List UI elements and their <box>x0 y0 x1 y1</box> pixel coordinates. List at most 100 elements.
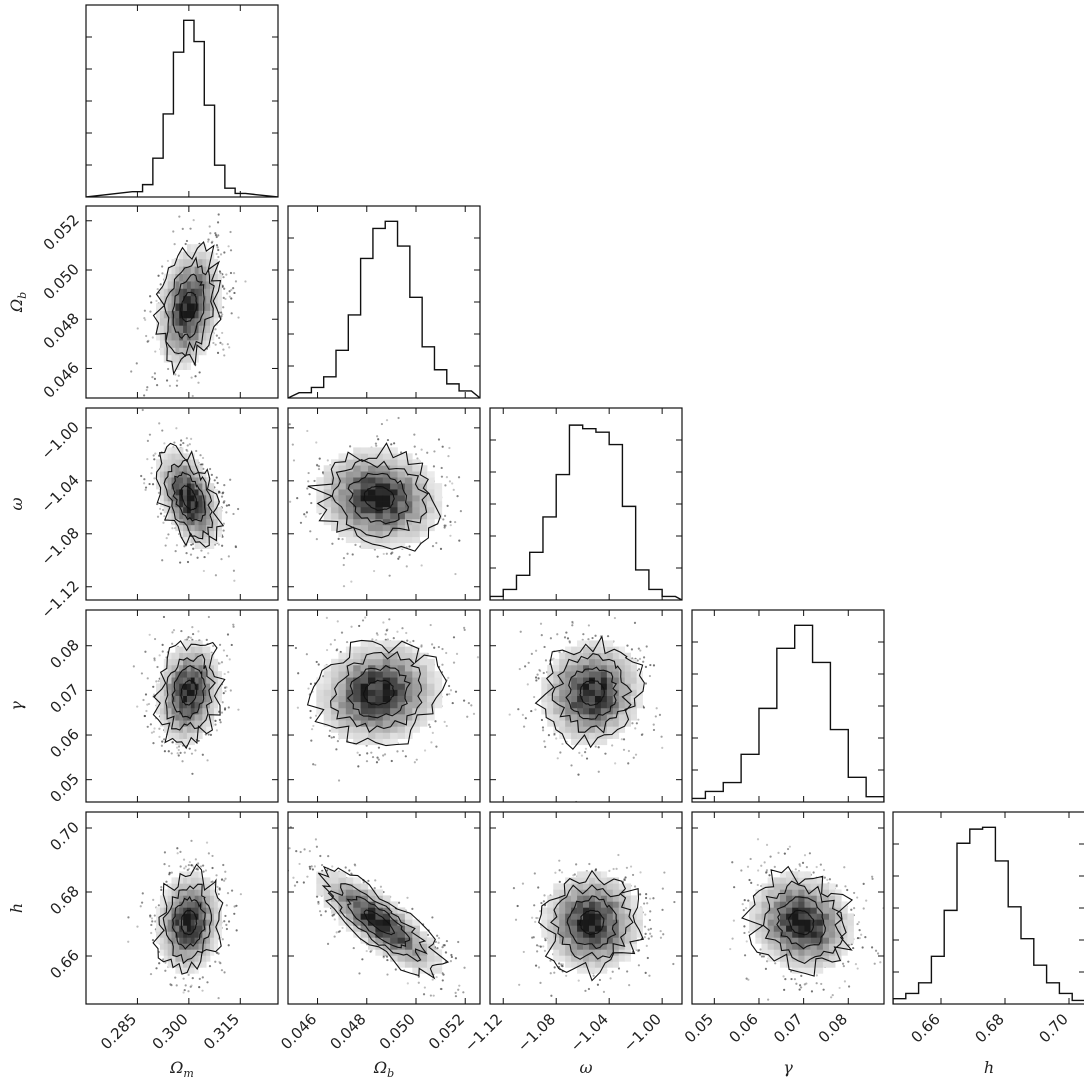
sample-point <box>783 852 786 855</box>
sample-point <box>617 967 621 970</box>
density-cell <box>186 877 192 884</box>
panel-frame <box>85 811 279 1005</box>
density-cell <box>163 671 168 678</box>
density-cell <box>600 738 608 746</box>
y-tick-label: 0.07 <box>46 680 82 716</box>
density-cell <box>206 310 211 319</box>
sample-point <box>187 863 190 867</box>
sample-point <box>326 942 330 945</box>
sample-point <box>554 871 557 874</box>
density-cell <box>390 937 398 944</box>
sample-point <box>760 955 764 958</box>
density-cell <box>210 931 215 938</box>
density-cell <box>206 895 211 902</box>
density-cell <box>360 530 369 538</box>
density-cell <box>206 726 211 733</box>
density-cell <box>323 501 332 508</box>
sample-point <box>150 466 153 469</box>
density-cell <box>773 931 781 938</box>
density-cell <box>810 949 818 956</box>
density-g-om <box>156 640 222 746</box>
density-cell <box>375 726 384 733</box>
sample-point <box>534 708 537 711</box>
density-cell <box>167 512 172 520</box>
density-cell <box>316 883 324 890</box>
density-cell <box>167 949 172 956</box>
sample-point <box>144 650 147 653</box>
sample-point <box>810 990 814 993</box>
density-cell <box>847 931 854 938</box>
density-cell <box>179 720 184 727</box>
density-cell <box>316 701 324 709</box>
density-cell <box>588 738 596 746</box>
density-cell <box>547 943 554 950</box>
density-cell <box>612 895 620 902</box>
density-cell <box>206 689 211 696</box>
sample-point <box>454 520 457 524</box>
density-cell <box>206 536 211 544</box>
density-cell <box>404 695 413 703</box>
density-cell <box>397 658 406 666</box>
sample-point <box>747 899 750 902</box>
density-cell <box>390 477 398 484</box>
density-cell <box>565 701 572 709</box>
density-cell <box>612 671 620 678</box>
density-cell <box>612 901 620 908</box>
density-cell <box>547 907 554 914</box>
density-cell <box>202 483 207 490</box>
density-cell <box>553 943 560 950</box>
sample-point <box>194 749 197 752</box>
density-cell <box>175 913 180 920</box>
density-cell <box>323 512 332 520</box>
sample-point <box>436 946 439 950</box>
density-cell <box>210 310 215 319</box>
density-cell <box>175 732 180 739</box>
sample-point <box>188 860 191 864</box>
sample-point <box>181 227 184 230</box>
sample-point <box>644 971 647 974</box>
density-cell <box>198 332 203 341</box>
density-cell <box>816 919 824 926</box>
density-cell <box>588 664 596 672</box>
sample-point <box>382 621 385 624</box>
density-cell <box>183 325 188 334</box>
sample-point <box>180 439 183 442</box>
sample-point <box>647 928 650 931</box>
sample-point <box>304 515 307 518</box>
density-cell <box>175 652 180 660</box>
density-cell <box>213 677 219 684</box>
density-cell <box>360 483 369 490</box>
density-cell <box>419 512 428 520</box>
sample-point <box>191 394 194 398</box>
sample-point <box>606 635 610 638</box>
density-cell <box>412 652 420 660</box>
sample-point <box>162 508 165 511</box>
density-cell <box>183 683 188 690</box>
density-cell <box>186 955 192 962</box>
density-cell <box>206 281 211 289</box>
sample-point <box>654 715 657 718</box>
density-cell <box>163 303 168 311</box>
sample-point <box>620 738 623 741</box>
density-cell <box>175 310 180 319</box>
sample-point <box>512 887 516 890</box>
sample-point <box>385 629 388 632</box>
density-cell <box>186 524 192 532</box>
sample-point <box>543 645 546 649</box>
sample-point <box>406 896 409 899</box>
density-cell <box>338 732 347 739</box>
density-cell <box>194 695 199 703</box>
y-tick-label: 0.048 <box>40 309 83 352</box>
density-cell <box>773 955 781 962</box>
sample-point <box>239 893 242 896</box>
sample-point <box>860 933 863 936</box>
density-cell <box>606 689 614 696</box>
sample-point <box>149 723 152 726</box>
density-cell <box>360 671 369 678</box>
density-cell <box>183 495 188 502</box>
density-cell <box>190 465 195 472</box>
density-cell <box>175 714 180 721</box>
density-cell <box>749 907 756 914</box>
density-cell <box>198 266 203 274</box>
density-cell <box>565 925 572 932</box>
